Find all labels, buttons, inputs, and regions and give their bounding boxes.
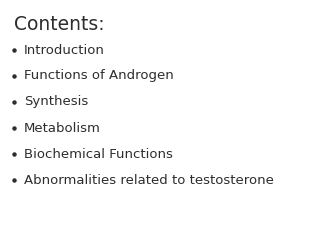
Text: Functions of Androgen: Functions of Androgen bbox=[24, 70, 174, 83]
Text: Contents:: Contents: bbox=[14, 15, 105, 34]
Text: Biochemical Functions: Biochemical Functions bbox=[24, 148, 173, 161]
Text: Metabolism: Metabolism bbox=[24, 121, 101, 134]
Text: Abnormalities related to testosterone: Abnormalities related to testosterone bbox=[24, 174, 274, 186]
Text: Synthesis: Synthesis bbox=[24, 96, 88, 108]
Text: Introduction: Introduction bbox=[24, 43, 105, 56]
